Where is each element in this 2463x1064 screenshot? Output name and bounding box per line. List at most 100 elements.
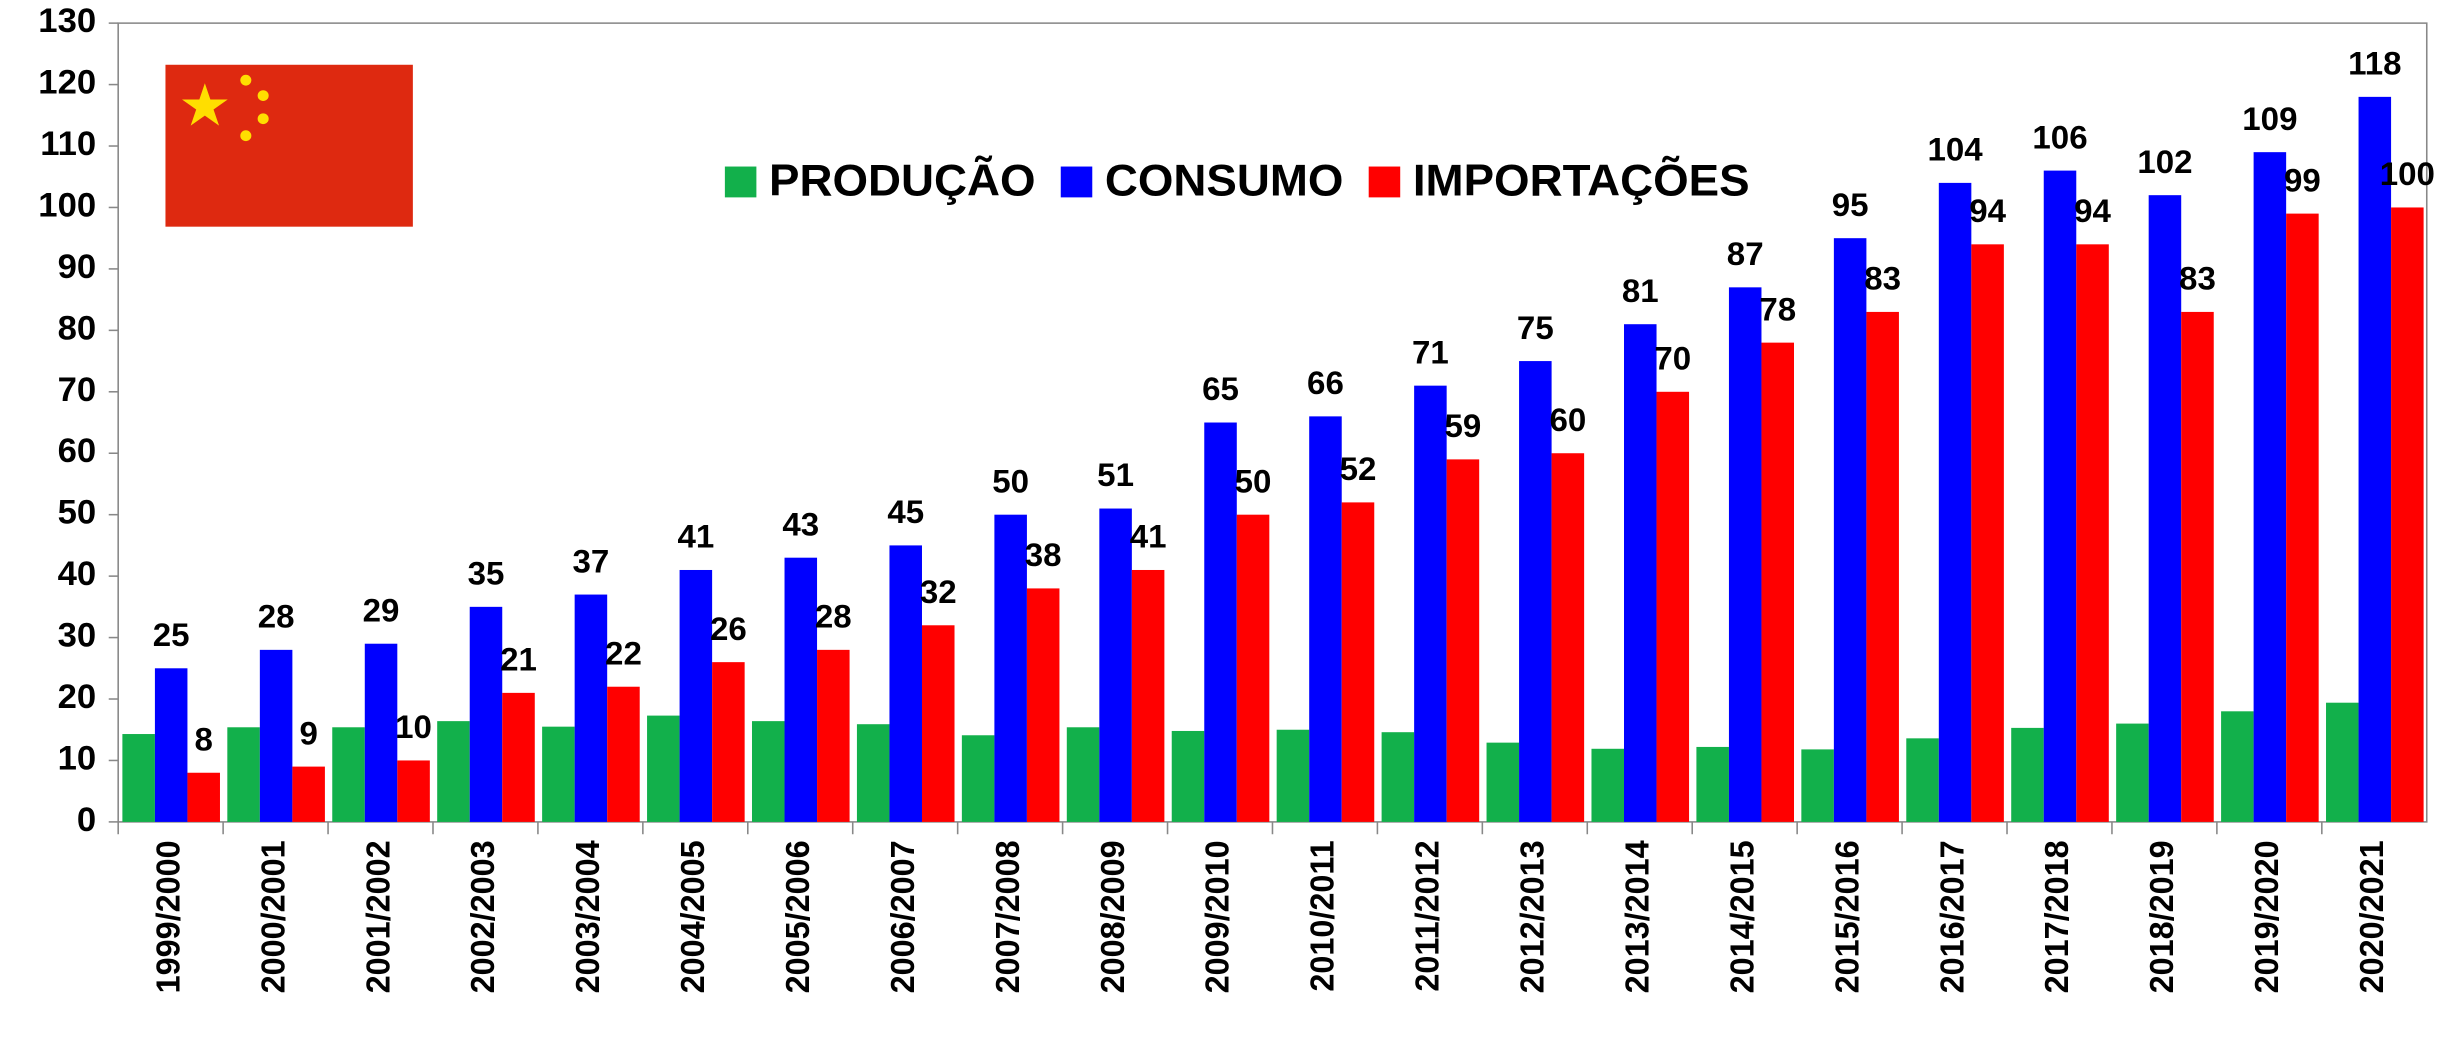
bar bbox=[1591, 748, 1625, 822]
bar bbox=[784, 557, 818, 822]
bar bbox=[1486, 742, 1520, 822]
bar bbox=[1236, 514, 1270, 822]
value-label: 99 bbox=[2284, 162, 2321, 199]
bar bbox=[1341, 502, 1375, 822]
x-tick-label: 2016/2017 bbox=[1933, 840, 1970, 993]
x-tick-label: 1999/2000 bbox=[149, 840, 186, 993]
bar bbox=[1171, 730, 1205, 822]
x-tick-label: 2014/2015 bbox=[1723, 840, 1760, 993]
y-tick-label: 120 bbox=[38, 64, 96, 102]
bar bbox=[122, 734, 155, 822]
x-tick-label: 2005/2006 bbox=[779, 840, 816, 993]
value-label: 25 bbox=[153, 616, 190, 653]
bar bbox=[1866, 311, 1899, 822]
y-tick-label: 50 bbox=[58, 494, 97, 532]
bar bbox=[1761, 342, 1794, 822]
value-label: 38 bbox=[1025, 536, 1062, 573]
bar bbox=[2326, 702, 2359, 822]
x-tick-label: 2017/2018 bbox=[2038, 840, 2075, 993]
bar bbox=[751, 721, 785, 822]
value-label: 100 bbox=[2380, 155, 2435, 192]
bar bbox=[574, 594, 608, 822]
x-tick-label: 2020/2021 bbox=[2353, 840, 2390, 993]
bar bbox=[2148, 195, 2182, 822]
value-label: 106 bbox=[2032, 119, 2087, 156]
x-tick-label: 2015/2016 bbox=[1828, 840, 1865, 993]
bar bbox=[1519, 361, 1552, 822]
bar bbox=[961, 735, 995, 822]
x-tick-label: 2010/2011 bbox=[1303, 840, 1340, 991]
bar bbox=[607, 686, 640, 822]
y-tick-label: 70 bbox=[58, 371, 97, 409]
value-label: 118 bbox=[2348, 45, 2401, 82]
value-label: 78 bbox=[1759, 291, 1796, 328]
bar bbox=[1801, 749, 1834, 822]
bar bbox=[2286, 213, 2319, 822]
value-label: 66 bbox=[1307, 364, 1344, 401]
x-tick-label: 2008/2009 bbox=[1093, 840, 1130, 993]
legend-swatch bbox=[1060, 166, 1093, 198]
bar bbox=[292, 766, 325, 822]
bar bbox=[1204, 422, 1237, 822]
value-label: 26 bbox=[710, 610, 747, 647]
value-label: 109 bbox=[2242, 100, 2297, 137]
bar bbox=[2076, 244, 2109, 822]
value-label: 50 bbox=[1235, 463, 1272, 500]
value-label: 41 bbox=[677, 518, 714, 555]
value-label: 8 bbox=[195, 721, 213, 758]
value-label: 94 bbox=[1969, 192, 2007, 229]
x-tick-label: 2019/2020 bbox=[2248, 840, 2285, 993]
bar bbox=[1656, 391, 1690, 822]
bar bbox=[1938, 182, 1972, 822]
bar bbox=[2221, 711, 2254, 822]
bar bbox=[1414, 385, 1447, 822]
value-label: 60 bbox=[1549, 401, 1586, 438]
bar bbox=[2011, 727, 2044, 822]
x-tick-label: 2013/2014 bbox=[1618, 840, 1655, 994]
value-label: 51 bbox=[1097, 457, 1134, 494]
bar bbox=[1309, 416, 1342, 822]
bar bbox=[187, 772, 220, 822]
bar bbox=[679, 569, 713, 822]
value-label: 87 bbox=[1727, 235, 1764, 272]
value-label: 21 bbox=[500, 641, 537, 678]
y-tick-label: 30 bbox=[58, 617, 97, 655]
value-label: 50 bbox=[992, 463, 1029, 500]
bar bbox=[437, 721, 470, 822]
bar bbox=[1833, 238, 1867, 822]
bar bbox=[2043, 170, 2077, 822]
y-tick-label: 10 bbox=[58, 740, 97, 778]
value-label: 81 bbox=[1622, 272, 1659, 309]
bar bbox=[2358, 96, 2392, 822]
y-tick-label: 40 bbox=[58, 555, 97, 593]
value-label: 10 bbox=[395, 708, 432, 745]
x-tick-label: 2018/2019 bbox=[2143, 840, 2180, 993]
value-label: 83 bbox=[1864, 260, 1901, 297]
bar bbox=[712, 662, 745, 822]
value-label: 70 bbox=[1654, 340, 1691, 377]
y-tick-label: 80 bbox=[58, 310, 97, 348]
value-label: 43 bbox=[782, 506, 819, 543]
legend-label: CONSUMO bbox=[1105, 155, 1344, 205]
value-label: 29 bbox=[363, 592, 400, 629]
y-tick-label: 20 bbox=[58, 678, 97, 716]
bar bbox=[2391, 207, 2424, 822]
bar bbox=[994, 514, 1027, 822]
value-label: 28 bbox=[258, 598, 295, 635]
bar bbox=[259, 649, 293, 822]
bar bbox=[1728, 287, 1762, 822]
value-label: 75 bbox=[1517, 309, 1554, 346]
value-label: 102 bbox=[2137, 143, 2192, 180]
y-tick-label: 130 bbox=[38, 2, 96, 40]
bar bbox=[332, 727, 365, 822]
bar bbox=[1381, 732, 1415, 822]
legend-label: IMPORTAÇÕES bbox=[1413, 155, 1750, 205]
bar bbox=[1971, 244, 2004, 822]
bar bbox=[1099, 508, 1132, 822]
legend-label: PRODUÇÃO bbox=[769, 155, 1036, 205]
y-tick-label: 100 bbox=[38, 187, 96, 225]
bar bbox=[647, 715, 680, 822]
bar bbox=[2181, 311, 2214, 822]
